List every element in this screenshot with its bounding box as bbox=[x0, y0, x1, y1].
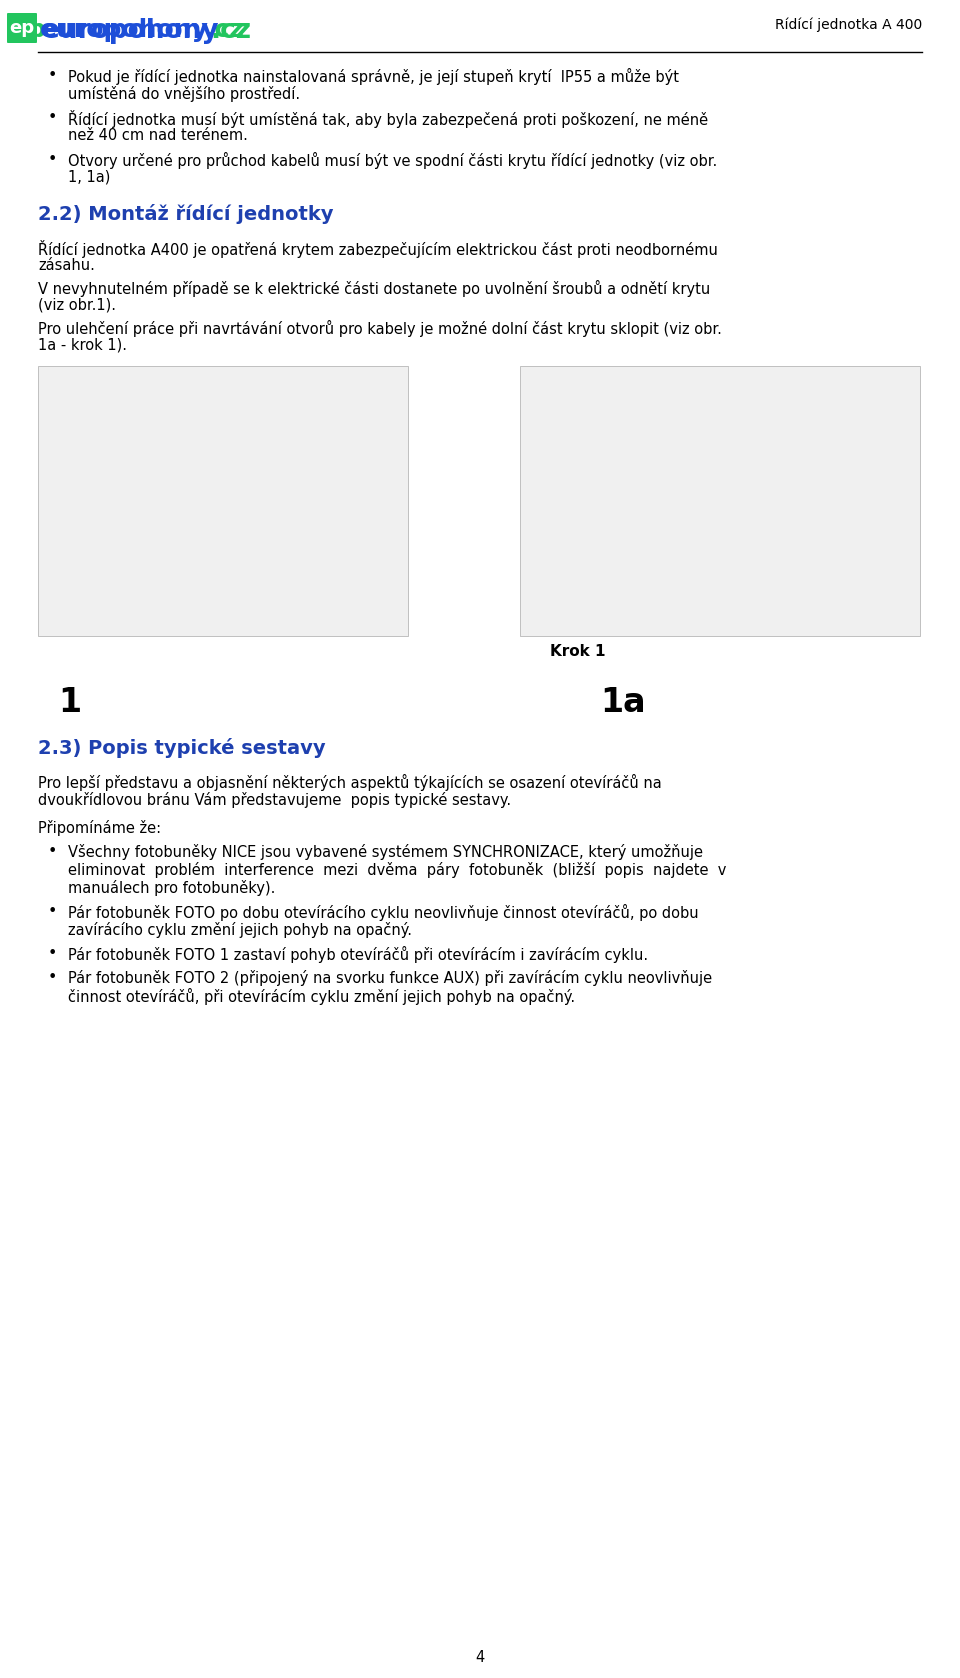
Text: 1a: 1a bbox=[600, 686, 646, 718]
Text: Otvory určené pro průchod kabelů musí být ve spodní části krytu řídící jednotky : Otvory určené pro průchod kabelů musí bý… bbox=[68, 153, 717, 169]
Text: Pár fotobuněk FOTO 1 zastaví pohyb otevíráčů při otevírácím i zavírácím cyklu.: Pár fotobuněk FOTO 1 zastaví pohyb oteví… bbox=[68, 946, 648, 963]
Text: Řídící jednotka A400 je opatřená krytem zabezpečujícím elektrickou část proti ne: Řídící jednotka A400 je opatřená krytem … bbox=[38, 240, 718, 258]
Text: •: • bbox=[47, 111, 57, 124]
Text: 1, 1a): 1, 1a) bbox=[68, 169, 110, 185]
Text: Pro ulehčení práce při navrtávání otvorů pro kabely je možné dolní část krytu sk: Pro ulehčení práce při navrtávání otvorů… bbox=[38, 320, 722, 337]
Text: •: • bbox=[47, 946, 57, 961]
Text: dvoukřídlovou bránu Vám představujeme  popis typické sestavy.: dvoukřídlovou bránu Vám představujeme po… bbox=[38, 792, 511, 809]
FancyBboxPatch shape bbox=[38, 366, 408, 636]
Text: Pár fotobuněk FOTO 2 (připojený na svorku funkce AUX) při zavírácím cyklu neovli: Pár fotobuněk FOTO 2 (připojený na svork… bbox=[68, 970, 712, 987]
Text: činnost otevíráčů, při otevírácím cyklu změní jejich pohyb na opаčný.: činnost otevíráčů, při otevírácím cyklu … bbox=[68, 988, 575, 1005]
Text: europohony: europohony bbox=[40, 18, 209, 42]
Text: 2.3) Popis typické sestavy: 2.3) Popis typické sestavy bbox=[38, 738, 325, 758]
Text: Krok 1: Krok 1 bbox=[550, 644, 606, 659]
Text: Pár fotobuněk FOTO po dobu otevírácího cyklu neovlivňuje činnost otevíráčů, po d: Pár fotobuněk FOTO po dobu otevírácího c… bbox=[68, 904, 699, 921]
Text: •: • bbox=[47, 153, 57, 168]
Text: než 40 cm nad terénem.: než 40 cm nad terénem. bbox=[68, 128, 248, 143]
Text: Pokud je řídící jednotka nainstalovaná správně, je její stupeň krytí  IP55 a můž: Pokud je řídící jednotka nainstalovaná s… bbox=[68, 69, 679, 86]
Text: .cz: .cz bbox=[205, 18, 244, 42]
Text: .cz: .cz bbox=[210, 18, 251, 44]
Text: •: • bbox=[47, 844, 57, 859]
Text: •: • bbox=[47, 904, 57, 920]
Text: 1a - krok 1).: 1a - krok 1). bbox=[38, 337, 127, 352]
Text: Řídící jednotka musí být umístěná tak, aby byla zabezpečená proti poškození, ne : Řídící jednotka musí být umístěná tak, a… bbox=[68, 111, 708, 128]
Text: 2.2) Montáž řídící jednotky: 2.2) Montáž řídící jednotky bbox=[38, 205, 333, 223]
Text: •: • bbox=[47, 69, 57, 82]
Text: 1: 1 bbox=[58, 686, 82, 718]
Text: zásahu.: zásahu. bbox=[38, 258, 95, 274]
FancyBboxPatch shape bbox=[520, 366, 920, 636]
Text: 4: 4 bbox=[475, 1649, 485, 1665]
Text: eliminovat  problém  interference  mezi  dvěma  páry  fotobuněk  (bližší  popis : eliminovat problém interference mezi dvě… bbox=[68, 862, 727, 878]
Text: Připomínáme že:: Připomínáme že: bbox=[38, 821, 161, 836]
FancyBboxPatch shape bbox=[7, 13, 37, 44]
Text: Všechny fotobuněky NICE jsou vybavené systémem SYNCHRONIZACE, který umožňuje: Všechny fotobuněky NICE jsou vybavené sy… bbox=[68, 844, 703, 861]
Text: ep: ep bbox=[12, 18, 47, 42]
Text: Pro lepší představu a objasnění některých aspektů týkajících se osazení otevíráč: Pro lepší představu a objasnění některýc… bbox=[38, 774, 661, 790]
Text: ep: ep bbox=[10, 18, 35, 37]
Text: V nevyhnutelném případě se k elektrické části dostanete po uvolnění šroubů a odn: V nevyhnutelném případě se k elektrické … bbox=[38, 280, 710, 297]
Text: •: • bbox=[47, 970, 57, 985]
Text: umístěná do vnějšího prostředí.: umístěná do vnějšího prostředí. bbox=[68, 86, 300, 102]
Text: europohony: europohony bbox=[42, 18, 220, 44]
Text: manuálech pro fotobuněky).: manuálech pro fotobuněky). bbox=[68, 879, 276, 896]
Text: zavírácího cyklu změní jejich pohyb na opаčný.: zavírácího cyklu změní jejich pohyb na o… bbox=[68, 921, 412, 938]
Text: Rídící jednotka A 400: Rídící jednotka A 400 bbox=[775, 18, 922, 32]
Text: (viz obr.1).: (viz obr.1). bbox=[38, 299, 116, 314]
